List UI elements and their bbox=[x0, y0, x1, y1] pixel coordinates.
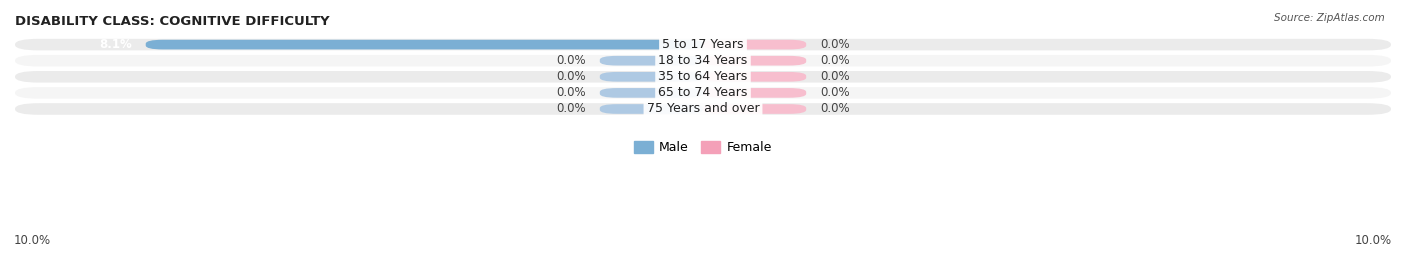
Text: 8.1%: 8.1% bbox=[100, 38, 132, 51]
Text: 10.0%: 10.0% bbox=[1355, 235, 1392, 247]
Text: 18 to 34 Years: 18 to 34 Years bbox=[658, 54, 748, 67]
FancyBboxPatch shape bbox=[600, 88, 703, 98]
FancyBboxPatch shape bbox=[703, 72, 806, 82]
FancyBboxPatch shape bbox=[15, 71, 1391, 83]
Text: 0.0%: 0.0% bbox=[820, 86, 849, 100]
Legend: Male, Female: Male, Female bbox=[630, 136, 776, 159]
FancyBboxPatch shape bbox=[15, 55, 1391, 66]
Text: 10.0%: 10.0% bbox=[14, 235, 51, 247]
FancyBboxPatch shape bbox=[15, 87, 1391, 99]
FancyBboxPatch shape bbox=[15, 39, 1391, 50]
Text: 5 to 17 Years: 5 to 17 Years bbox=[662, 38, 744, 51]
FancyBboxPatch shape bbox=[703, 40, 806, 49]
FancyBboxPatch shape bbox=[600, 72, 703, 82]
Text: 0.0%: 0.0% bbox=[557, 102, 586, 115]
Text: 0.0%: 0.0% bbox=[557, 54, 586, 67]
Text: 0.0%: 0.0% bbox=[557, 86, 586, 100]
Text: 35 to 64 Years: 35 to 64 Years bbox=[658, 70, 748, 83]
Text: 0.0%: 0.0% bbox=[820, 38, 849, 51]
Text: 0.0%: 0.0% bbox=[557, 70, 586, 83]
Text: 0.0%: 0.0% bbox=[820, 70, 849, 83]
FancyBboxPatch shape bbox=[703, 88, 806, 98]
Text: DISABILITY CLASS: COGNITIVE DIFFICULTY: DISABILITY CLASS: COGNITIVE DIFFICULTY bbox=[15, 15, 329, 28]
Text: Source: ZipAtlas.com: Source: ZipAtlas.com bbox=[1274, 13, 1385, 23]
FancyBboxPatch shape bbox=[146, 40, 703, 49]
FancyBboxPatch shape bbox=[600, 104, 703, 114]
Text: 0.0%: 0.0% bbox=[820, 54, 849, 67]
FancyBboxPatch shape bbox=[703, 56, 806, 66]
FancyBboxPatch shape bbox=[15, 103, 1391, 115]
FancyBboxPatch shape bbox=[703, 104, 806, 114]
Text: 65 to 74 Years: 65 to 74 Years bbox=[658, 86, 748, 100]
FancyBboxPatch shape bbox=[600, 56, 703, 66]
Text: 0.0%: 0.0% bbox=[820, 102, 849, 115]
Text: 75 Years and over: 75 Years and over bbox=[647, 102, 759, 115]
